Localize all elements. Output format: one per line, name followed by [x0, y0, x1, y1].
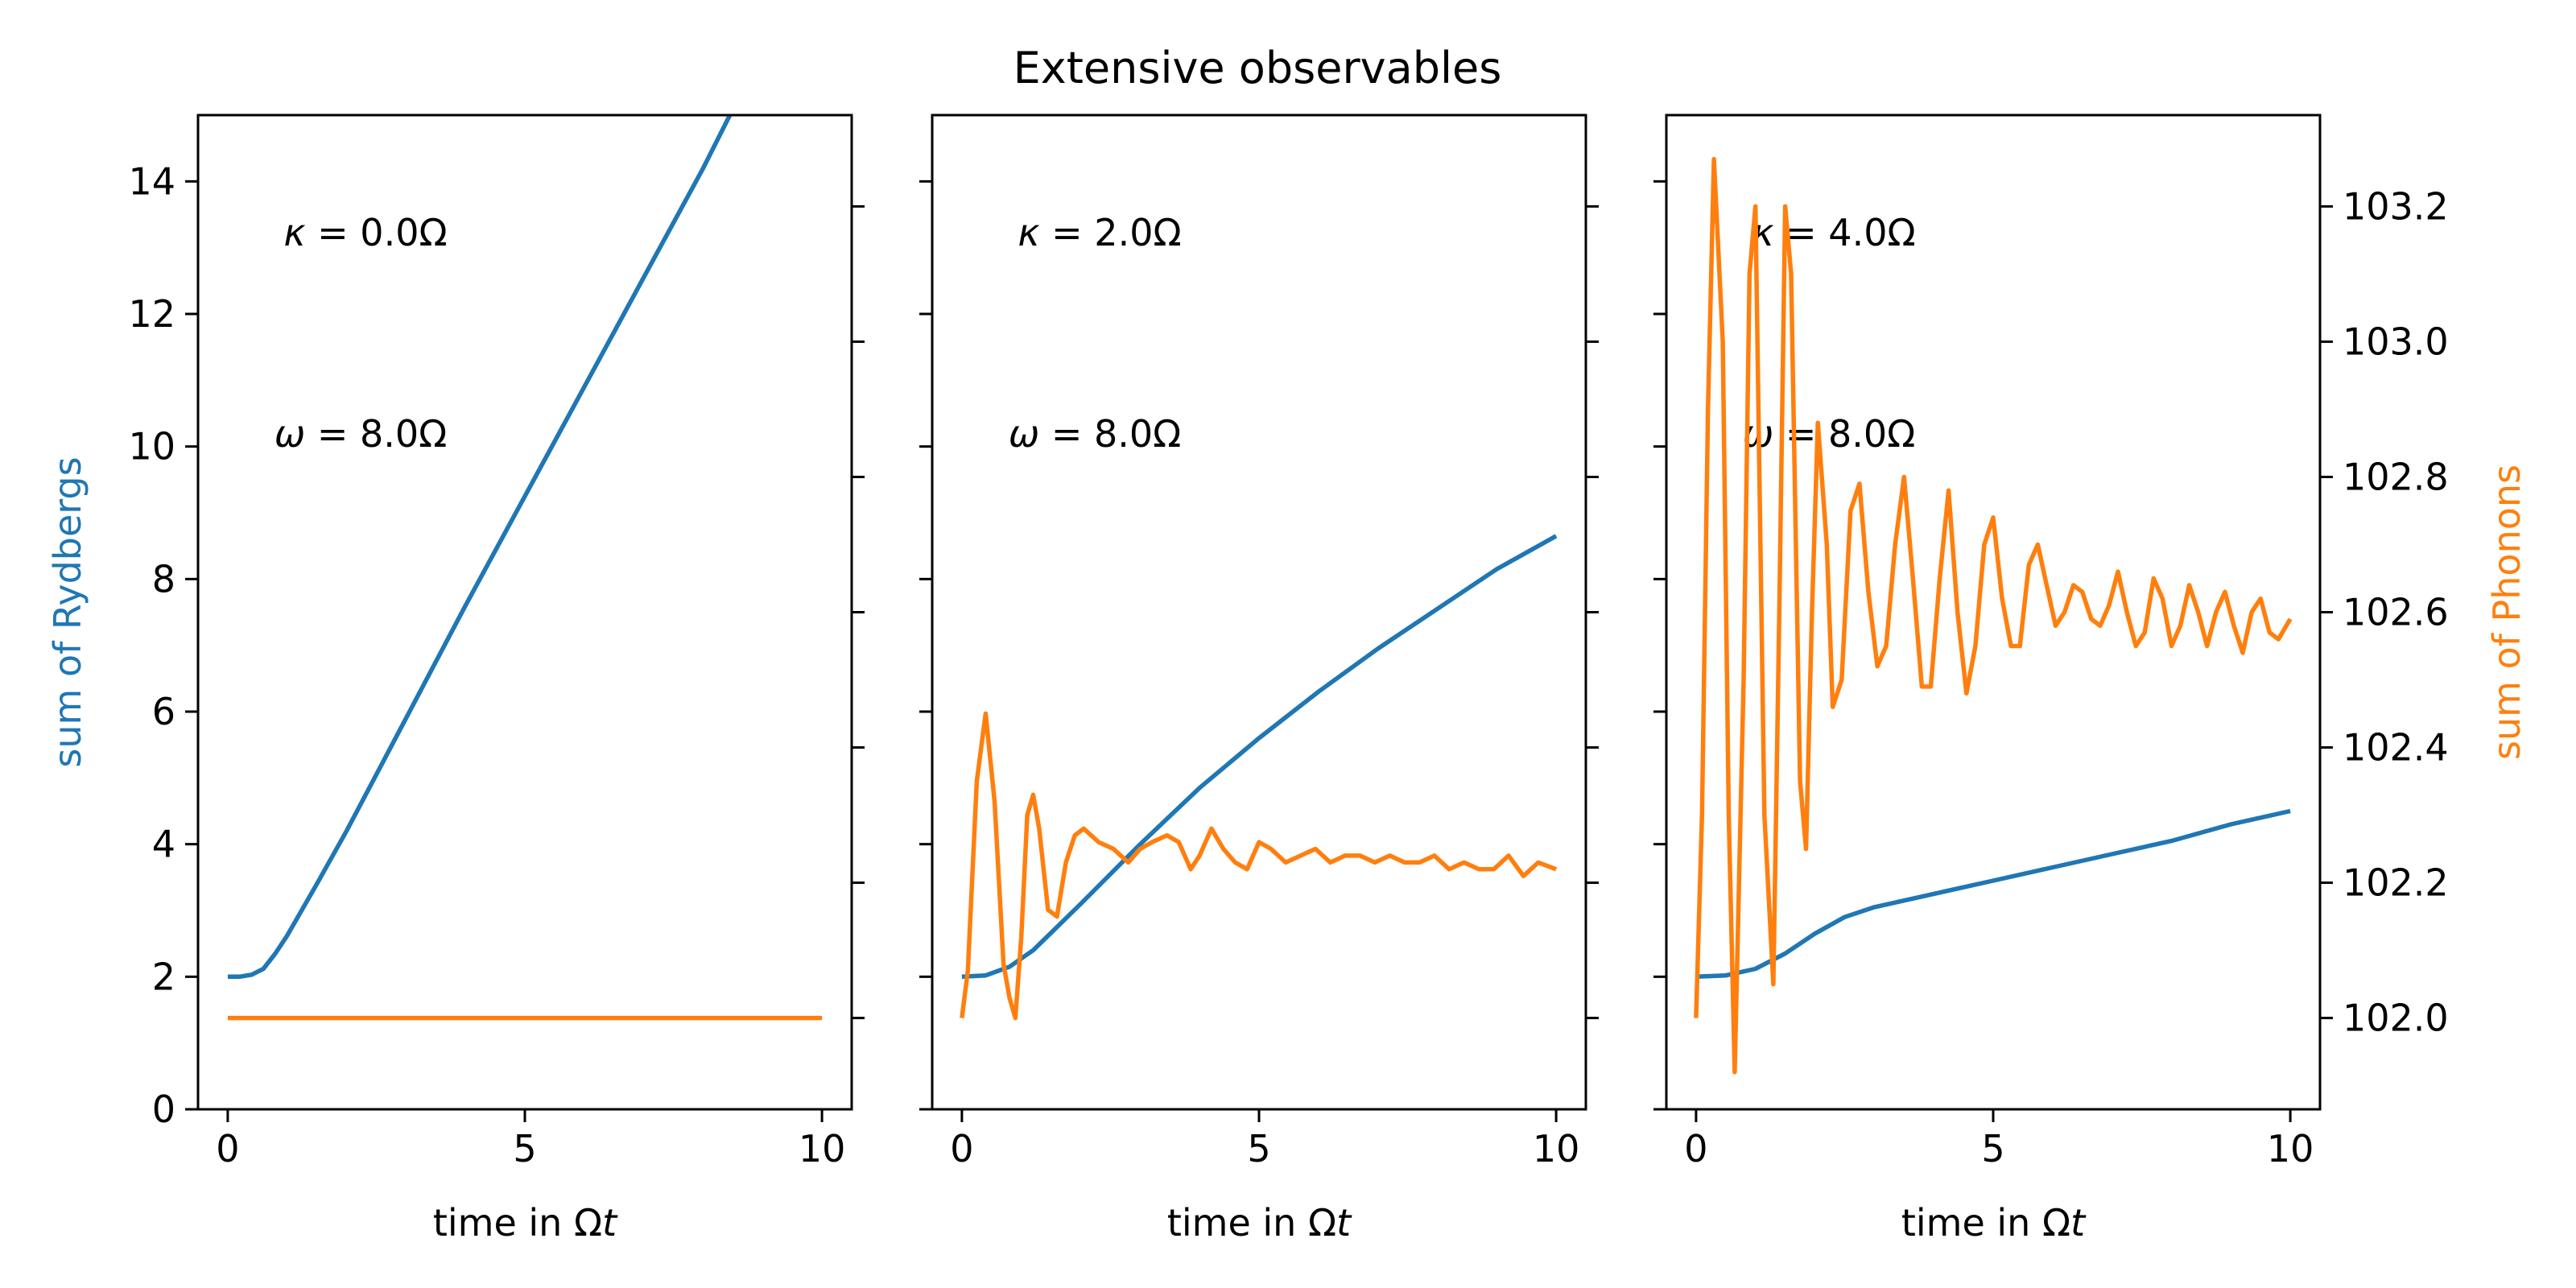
x-tick-label: 10 [2267, 1127, 2314, 1170]
annotation-label: ω = 8.0Ω [1009, 412, 1182, 456]
annotation-label: κ = 4.0Ω [1752, 211, 1915, 254]
annotation-label: ω = 8.0Ω [1743, 412, 1916, 456]
x-tick-label: 0 [216, 1127, 239, 1170]
x-tick-label: 10 [1533, 1127, 1580, 1170]
chart-panel-3: 0 5 10 102.0 102.2 102.4 102.6 102.8 103.0 103.2 κ… [1653, 114, 2529, 1245]
x-tick-label: 5 [1981, 1127, 2004, 1170]
y-left-tick-label: 2 [152, 955, 175, 998]
y-right-tick-label: 102.6 [2343, 591, 2449, 634]
y-right-tick-label: 103.2 [2343, 184, 2449, 228]
rydberg-series-line [1695, 808, 2291, 980]
x-tick-label: 0 [1684, 1127, 1707, 1170]
x-axis-label: time in Ωt [1167, 1201, 1352, 1245]
y-right-tick-label: 102.0 [2343, 997, 2449, 1040]
x-tick-label: 5 [513, 1127, 536, 1170]
annotation-label: ω = 8.0Ω [275, 412, 448, 456]
chart-panel-1: 0 5 10 0 2 4 6 8 10 12 14 κ = 0.0Ω ω = 8.0Ω time in Ω… [46, 114, 865, 1245]
x-tick-label: 5 [1247, 1127, 1270, 1170]
plot-frame [931, 114, 1587, 1111]
y-left-tick-label: 12 [128, 292, 175, 336]
plot-frame [1665, 114, 2322, 1111]
panels-group: 0 5 10 0 2 4 6 8 10 12 14 κ = 0.0Ω ω = 8.0Ω time in Ω… [46, 114, 2529, 1245]
y-left-tick-label: 8 [152, 557, 175, 601]
plot-frame [196, 114, 853, 1111]
y-right-tick-label: 102.2 [2343, 861, 2449, 905]
annotation-label: κ = 0.0Ω [283, 211, 447, 254]
y-left-tick-label: 0 [152, 1088, 175, 1131]
rydberg-series-line [961, 534, 1558, 980]
annotation-label: κ = 2.0Ω [1018, 211, 1181, 254]
x-axis-label: time in Ωt [433, 1201, 618, 1245]
rydberg-series-line [227, 115, 733, 980]
y-left-axis-label: sum of Rydbergs [46, 456, 89, 767]
y-right-tick-label: 102.4 [2343, 726, 2449, 770]
y-left-tick-label: 14 [128, 159, 175, 203]
x-tick-label: 0 [950, 1127, 973, 1170]
figure-title: Extensive observables [1013, 43, 1502, 93]
chart-panel-2: 0 5 10 κ = 2.0Ω ω = 8.0Ω time in Ωt [919, 114, 1599, 1245]
x-axis-label: time in Ωt [1901, 1201, 2087, 1245]
y-left-tick-label: 4 [152, 823, 175, 866]
y-left-tick-label: 6 [152, 690, 175, 733]
y-right-axis-label: sum of Phonons [2485, 464, 2529, 760]
x-tick-label: 10 [799, 1127, 846, 1170]
y-right-tick-label: 103.0 [2343, 320, 2449, 363]
y-left-tick-label: 10 [128, 425, 175, 469]
phonon-series-line [1694, 156, 2293, 1075]
y-right-tick-label: 102.8 [2343, 455, 2449, 498]
phonon-series-line [960, 711, 1558, 1021]
